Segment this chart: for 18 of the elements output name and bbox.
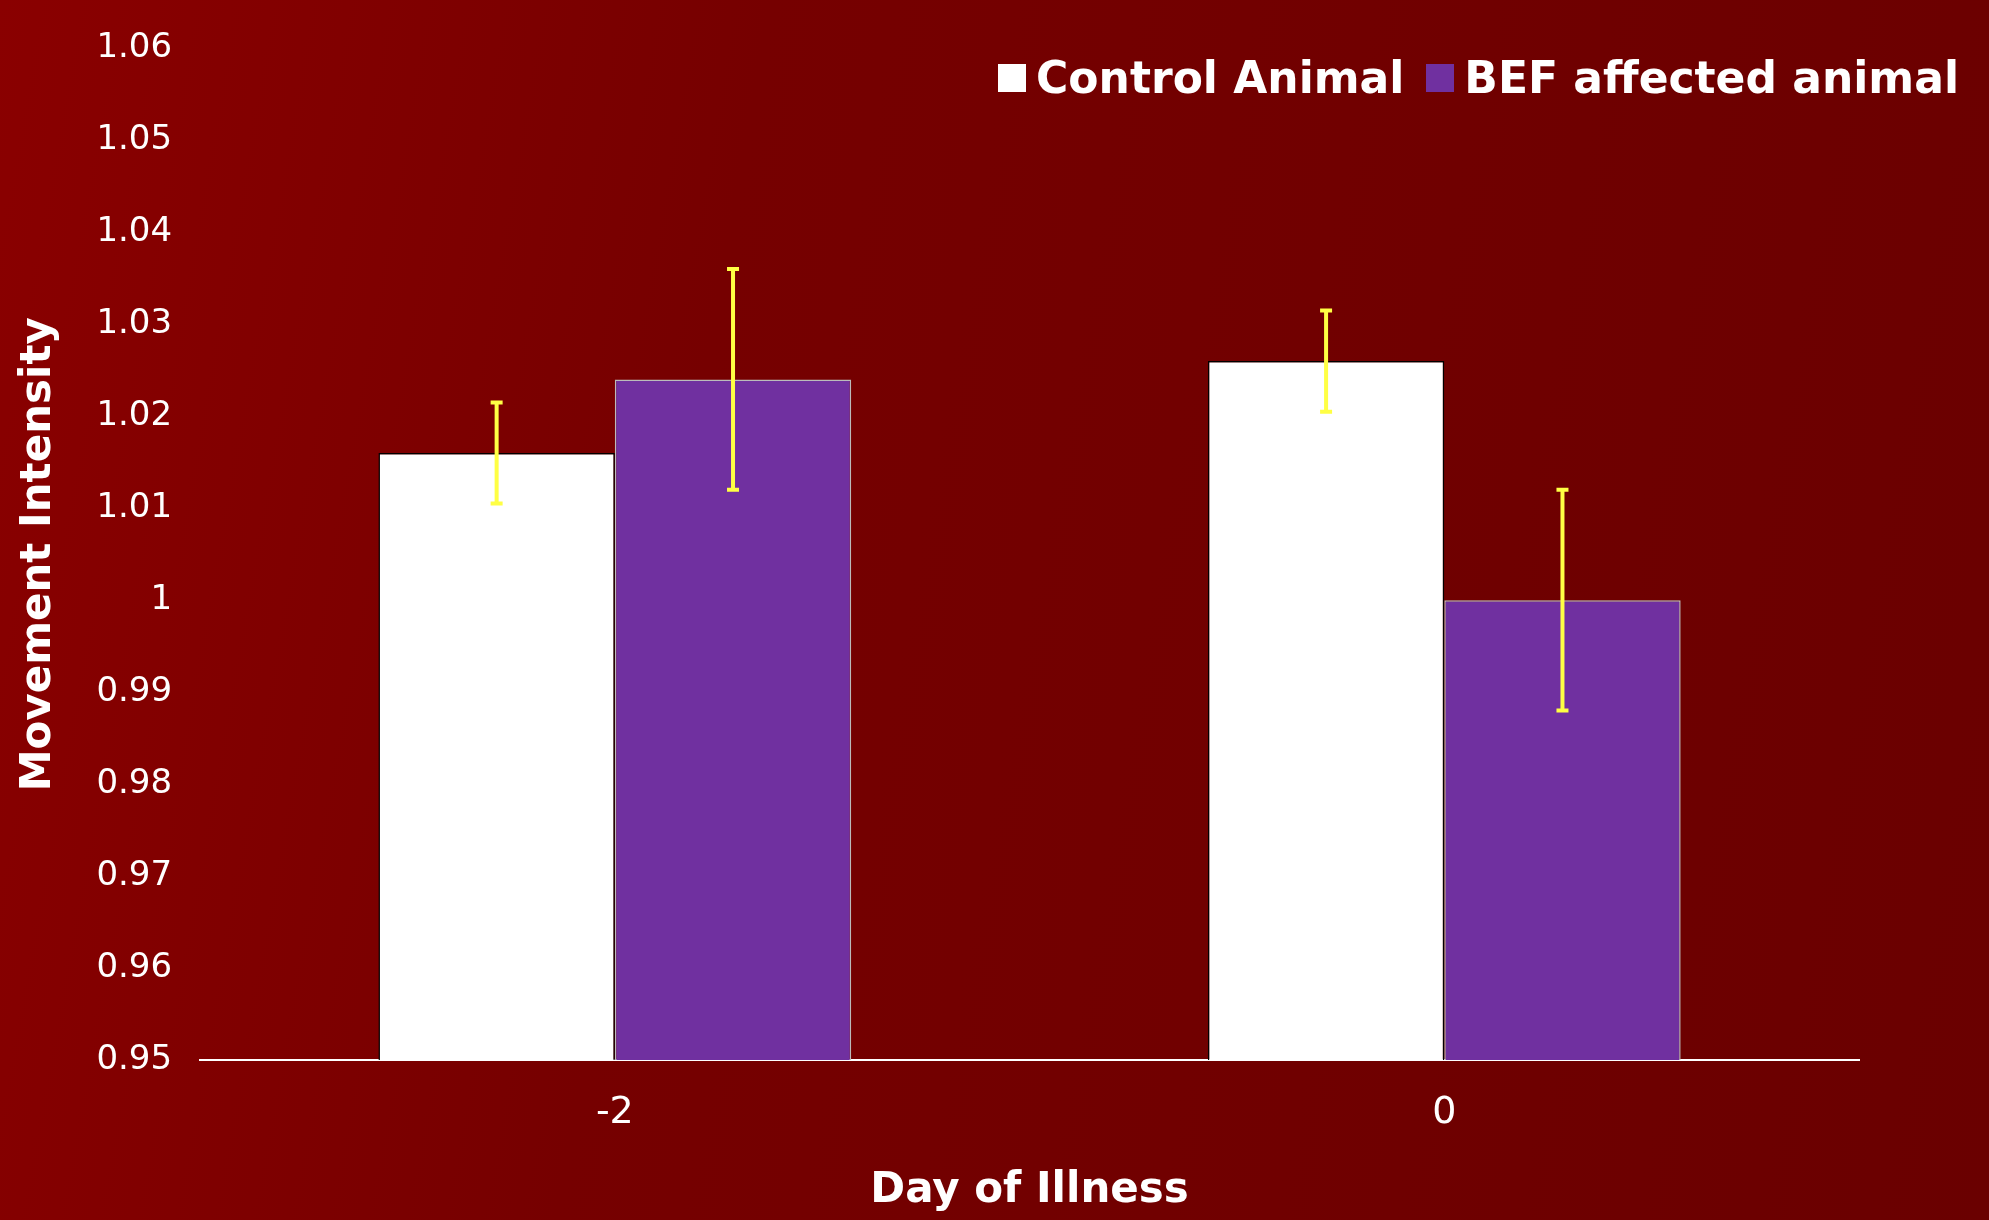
y-tick-label: 1.03 <box>96 301 173 342</box>
y-tick-label: 0.96 <box>96 944 173 985</box>
y-tick-label: 0.98 <box>96 760 173 801</box>
x-axis-title: Day of Illness <box>870 1162 1189 1212</box>
x-tick-label: 0 <box>1432 1087 1457 1132</box>
y-tick-label: 0.95 <box>96 1036 173 1077</box>
y-tick-label: 1.06 <box>96 25 173 66</box>
legend-label: Control Animal <box>1036 52 1405 103</box>
legend-label: BEF affected animal <box>1464 52 1959 103</box>
y-tick-label: 1.05 <box>96 117 173 158</box>
y-tick-label: 1.01 <box>96 485 173 526</box>
y-axis-title: Movement Intensity <box>11 317 61 792</box>
y-tick-label: 1.02 <box>96 393 173 434</box>
y-tick-label: 0.99 <box>96 668 173 709</box>
y-tick-label: 1 <box>150 577 173 618</box>
y-tick-label: 0.97 <box>96 852 173 893</box>
y-tick-label: 1.04 <box>96 209 173 250</box>
x-tick-label: -2 <box>595 1087 634 1132</box>
